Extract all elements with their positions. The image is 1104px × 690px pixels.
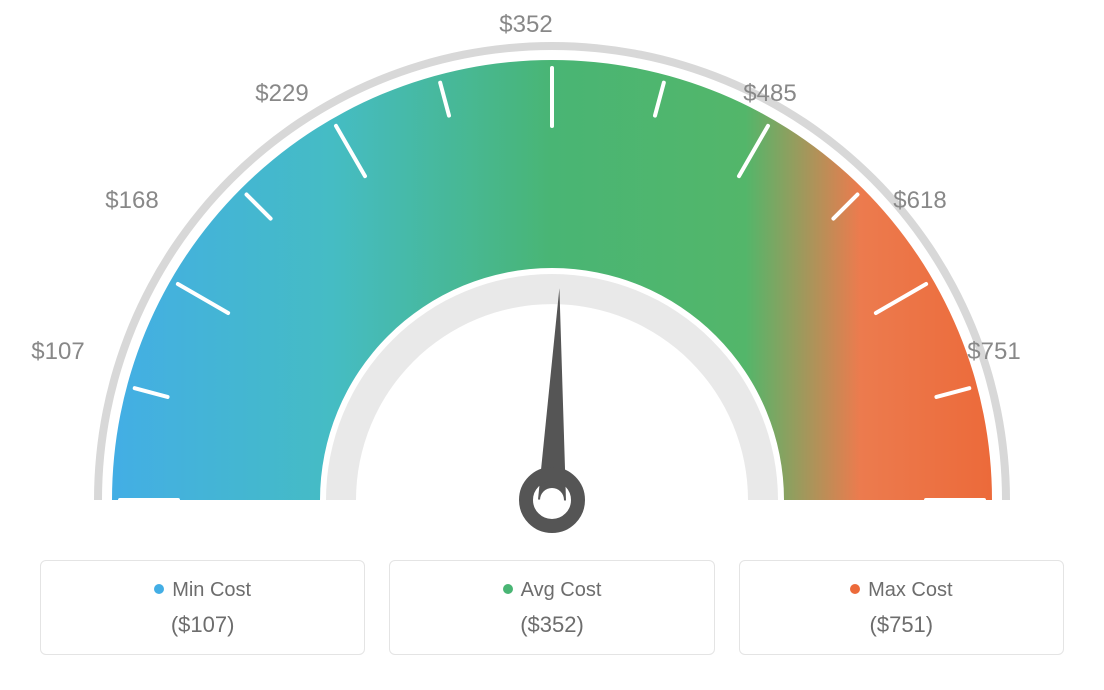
- gauge-tick-label: $229: [255, 80, 308, 108]
- gauge-tick-label: $168: [105, 187, 158, 215]
- legend-card-min: Min Cost ($107): [40, 560, 365, 655]
- legend-title-avg: Avg Cost: [390, 579, 713, 602]
- gauge-tick-label: $352: [499, 11, 552, 39]
- legend-label: Min Cost: [172, 579, 251, 601]
- legend-card-avg: Avg Cost ($352): [389, 560, 714, 655]
- dot-icon: [154, 584, 164, 594]
- legend-value-avg: ($352): [390, 612, 713, 638]
- gauge-tick-label: $485: [743, 80, 796, 108]
- legend-row: Min Cost ($107) Avg Cost ($352) Max Cost…: [0, 560, 1104, 655]
- legend-card-max: Max Cost ($751): [739, 560, 1064, 655]
- legend-value-min: ($107): [41, 612, 364, 638]
- gauge-tick-label: $107: [31, 338, 84, 366]
- dot-icon: [503, 584, 513, 594]
- gauge-svg: [0, 0, 1104, 560]
- cost-gauge: $107 $168 $229 $352 $485 $618 $751: [0, 0, 1104, 560]
- gauge-tick-label: $751: [967, 338, 1020, 366]
- legend-title-max: Max Cost: [740, 579, 1063, 602]
- legend-label: Max Cost: [868, 579, 952, 601]
- legend-title-min: Min Cost: [41, 579, 364, 602]
- legend-value-max: ($751): [740, 612, 1063, 638]
- dot-icon: [850, 584, 860, 594]
- gauge-tick-label: $618: [893, 187, 946, 215]
- legend-label: Avg Cost: [521, 579, 602, 601]
